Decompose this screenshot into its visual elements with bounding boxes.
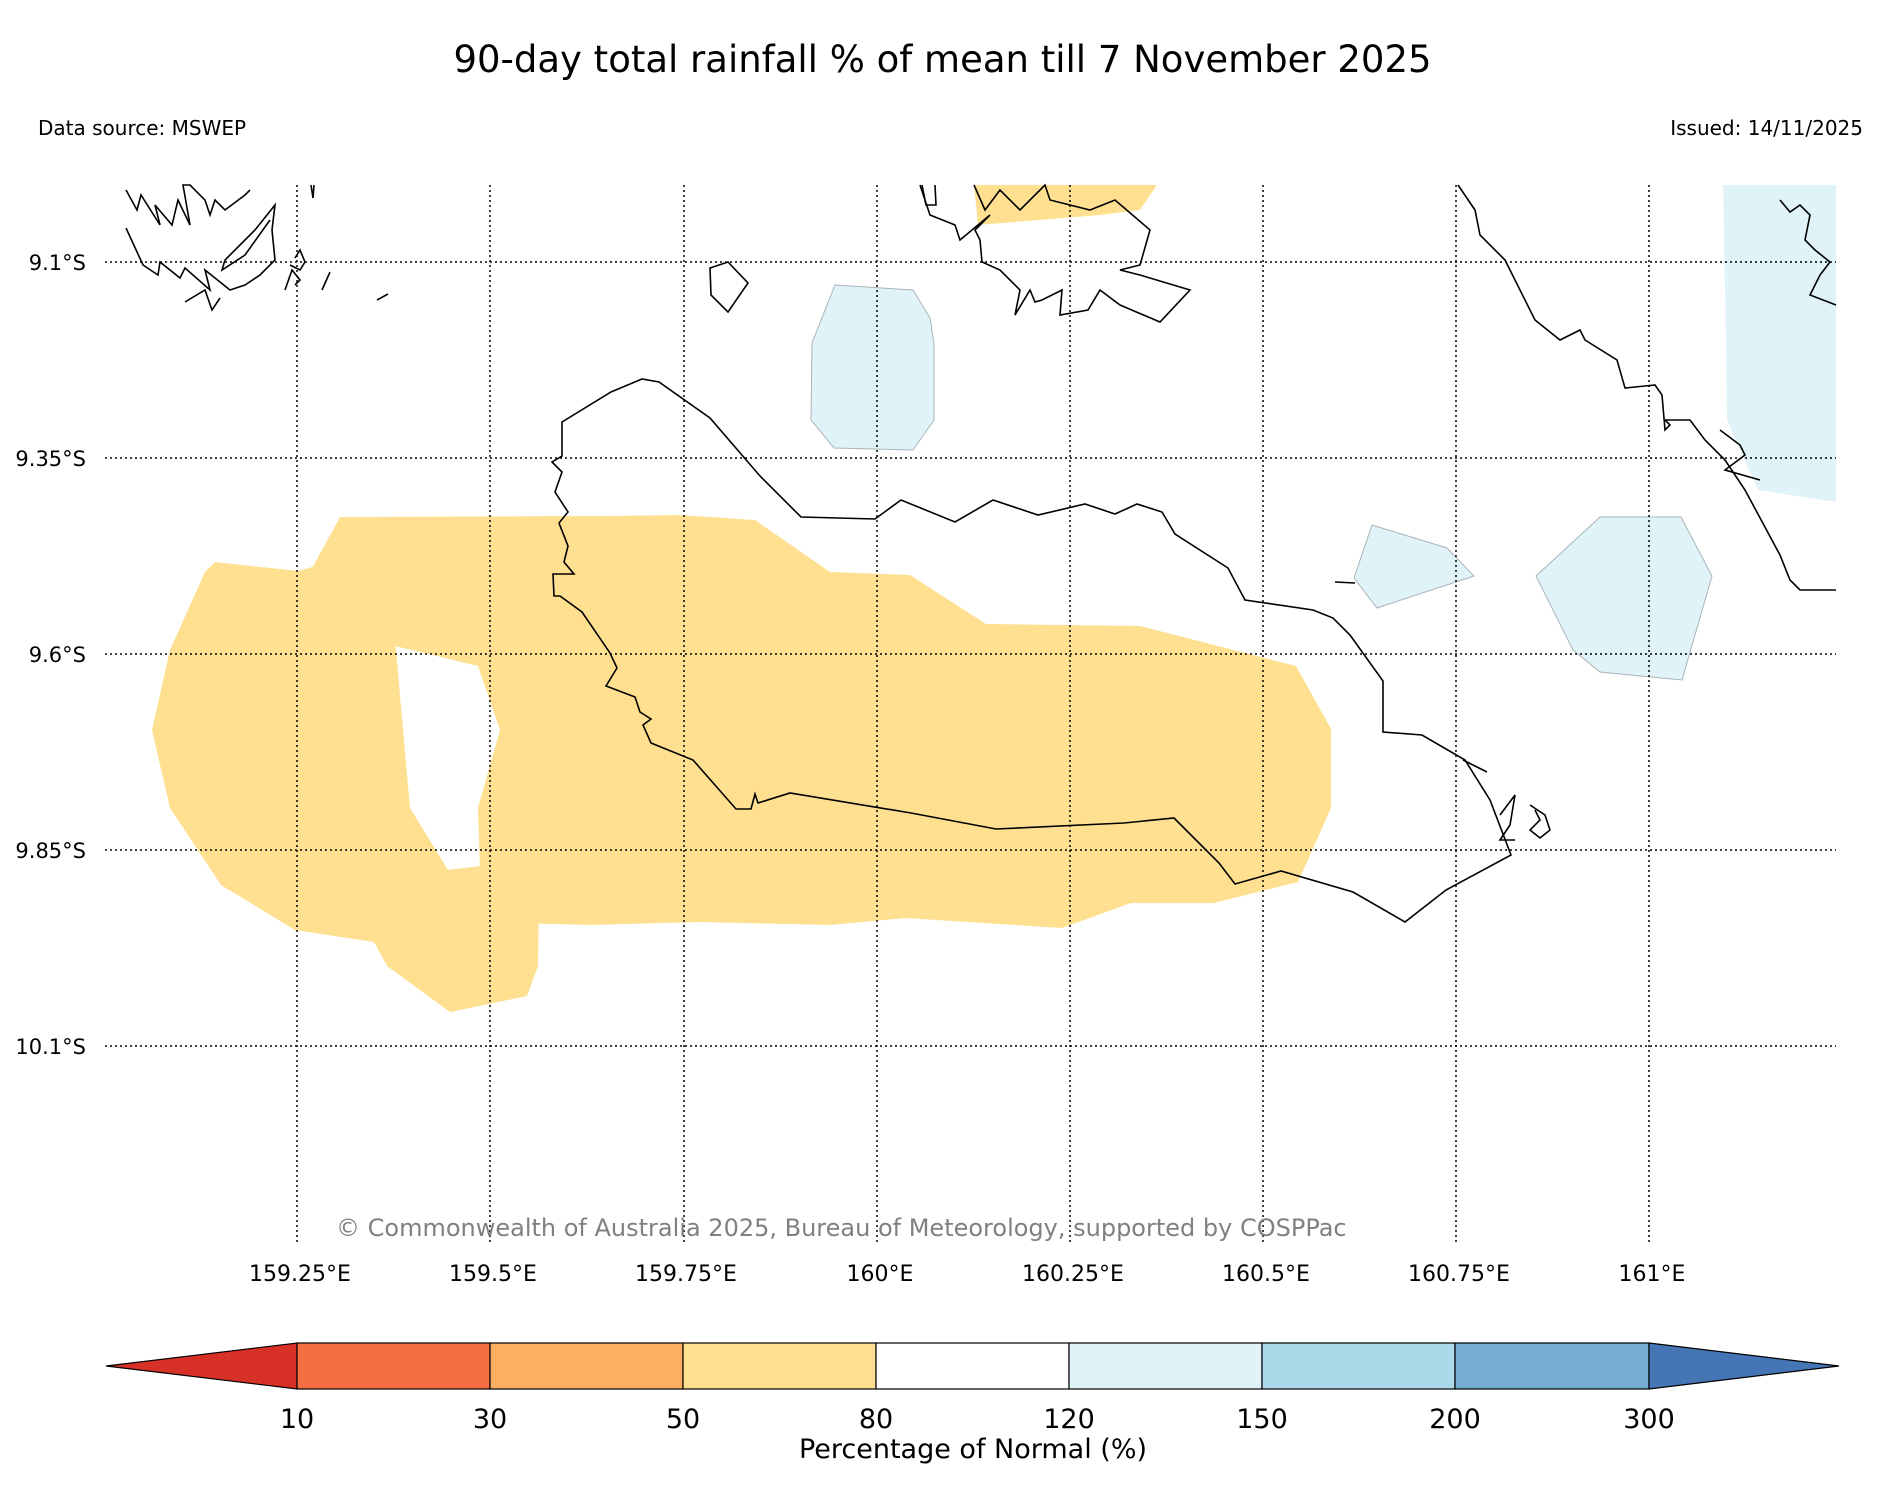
- lon-label: 161°E: [1619, 1262, 1686, 1287]
- coastline-russell-islands-a: [125, 184, 251, 227]
- colorbar-segment-10-30: [296, 1342, 491, 1390]
- lat-label: 9.35°S: [15, 447, 86, 471]
- coastline-russell-islands-b: [125, 202, 277, 293]
- wet-region-east-large: [1535, 516, 1713, 681]
- lon-label: 160.25°E: [1022, 1262, 1124, 1287]
- coastline-guadalcanal: [550, 378, 1512, 923]
- lon-label: 160.75°E: [1408, 1262, 1510, 1287]
- coastline-russell-islands-c: [184, 288, 221, 312]
- coastline-east-islet-c: [1334, 581, 1356, 584]
- map-panel: 9.1°S 9.35°S 9.6°S 9.85°S 10.1°S 159.25°…: [15, 183, 1837, 1287]
- colorbar-tick-label: 150: [1236, 1404, 1288, 1435]
- coastline-islet-c: [310, 184, 315, 199]
- coastline-malaita-islet: [1719, 429, 1761, 481]
- colorbar-segment-50-80: [682, 1342, 877, 1390]
- lon-label: 160°E: [847, 1262, 914, 1287]
- colorbar-tick-label: 120: [1043, 1404, 1095, 1435]
- colorbar-low-extension: [105, 1342, 298, 1390]
- dry-region-west: [152, 550, 539, 1012]
- latitude-labels: 9.1°S 9.35°S 9.6°S 9.85°S 10.1°S: [15, 251, 86, 1059]
- colorbar-title: Percentage of Normal (%): [799, 1434, 1147, 1465]
- coastline-east-islets-b: [1528, 804, 1551, 840]
- lon-label: 159.75°E: [635, 1262, 737, 1287]
- rainfall-fill-layer: [152, 185, 1836, 1012]
- colorbar-segment-200-300: [1454, 1342, 1650, 1390]
- colorbar-tick-label: 300: [1623, 1404, 1675, 1435]
- colorbar-tick-label: 50: [666, 1404, 700, 1435]
- colorbar-segment-30-50: [489, 1342, 684, 1390]
- coastline-malaita: [1457, 184, 1836, 591]
- coastline-savo-island: [709, 261, 750, 314]
- lat-label: 9.1°S: [29, 251, 86, 275]
- coastline-russell-islands-e: [284, 268, 302, 291]
- colorbar-tick-label: 30: [473, 1404, 507, 1435]
- colorbar-high-extension: [1648, 1342, 1840, 1390]
- colorbar-segment-120-150: [1068, 1342, 1263, 1390]
- copyright-credit: © Commonwealth of Australia 2025, Bureau…: [336, 1214, 1347, 1242]
- coastline-islet-b: [376, 293, 389, 301]
- map-title: 90-day total rainfall % of mean till 7 N…: [453, 38, 1432, 81]
- wet-region-east-small: [1353, 524, 1475, 609]
- lon-label: 160.5°E: [1222, 1262, 1310, 1287]
- colorbar-ticks: 10 30 50 80 120 150 200 300: [280, 1404, 1675, 1435]
- dry-region-north: [974, 185, 1157, 225]
- coastline-east-islet-d: [1462, 759, 1488, 773]
- graticule: [105, 185, 1836, 1242]
- lon-label: 159.25°E: [249, 1262, 351, 1287]
- coastline-northeast-islets: [1779, 199, 1837, 306]
- lon-label: 159.5°E: [449, 1262, 537, 1287]
- colorbar-tick-label: 80: [859, 1404, 893, 1435]
- lat-label: 9.85°S: [15, 839, 86, 863]
- coastline-east-islets-a: [1498, 794, 1516, 841]
- coastline-layer: [125, 183, 1837, 923]
- colorbar-tick-label: 200: [1429, 1404, 1481, 1435]
- coastline-islet-a: [321, 271, 331, 291]
- colorbar-tick-label: 10: [280, 1404, 314, 1435]
- lat-label: 9.6°S: [29, 643, 86, 667]
- longitude-labels: 159.25°E 159.5°E 159.75°E 160°E 160.25°E…: [249, 1262, 1685, 1287]
- wet-region-northcentral: [810, 284, 935, 451]
- dry-region-central: [310, 515, 1331, 928]
- colorbar: 10 30 50 80 120 150 200 300 Percentage o…: [105, 1342, 1840, 1465]
- wet-region-northeast: [1723, 185, 1836, 502]
- issued-date-label: Issued: 14/11/2025: [1670, 116, 1863, 140]
- lat-label: 10.1°S: [15, 1035, 86, 1059]
- colorbar-segment-80-120: [875, 1342, 1070, 1390]
- coastline-florida-main: [919, 183, 1192, 323]
- colorbar-segment-150-200: [1261, 1342, 1456, 1390]
- data-source-label: Data source: MSWEP: [38, 116, 247, 140]
